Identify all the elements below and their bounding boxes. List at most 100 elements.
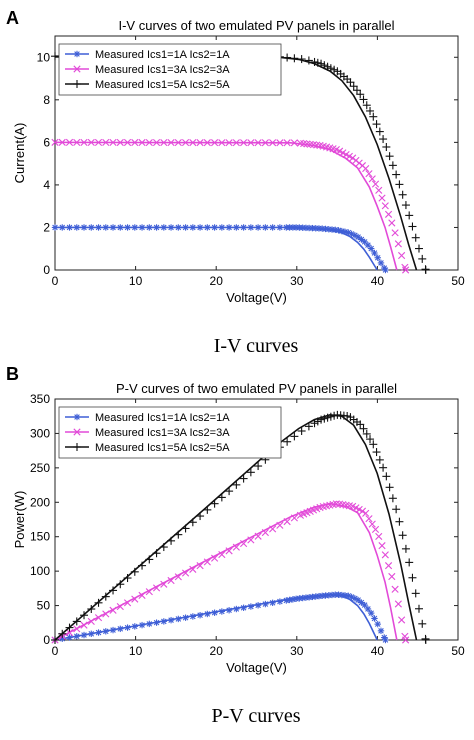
legend-label: Measured Ics1=3A Ics2=3A [95,64,230,76]
data-point [366,435,375,444]
data-point [138,224,146,231]
data-point [402,636,410,644]
data-point [365,170,373,178]
data-point [405,558,414,567]
series-line-1 [55,226,378,271]
data-point [323,62,332,71]
data-point [88,224,95,231]
data-point [366,106,375,115]
legend-box [58,406,282,459]
data-point [109,586,118,595]
data-point [330,65,339,74]
data-point [304,56,313,65]
data-point [310,419,319,428]
data-point [418,254,427,263]
data-point [189,224,197,231]
data-point [95,629,102,636]
data-point [138,561,147,570]
data-point [371,615,378,622]
data-point [372,120,381,129]
data-point [182,614,189,621]
legend-box [58,43,282,96]
data-point [408,573,417,582]
caption-iv: I-V curves [214,335,299,357]
data-point [362,509,370,517]
data-point [240,604,247,611]
data-point [109,606,117,614]
data-point [320,414,329,423]
data-point [146,620,153,628]
y-tick-label: 350 [30,392,50,406]
data-point [356,420,365,429]
data-point [394,600,402,608]
data-point [269,599,276,607]
data-point [167,536,176,545]
data-point [73,138,81,146]
data-point [388,572,396,581]
data-point [109,138,117,147]
series-line-2 [54,141,398,271]
data-point [218,139,226,147]
data-point [225,547,233,555]
data-point [123,599,132,607]
legend-label: Measured Ics1=3A Ics2=3A [95,427,230,439]
iv-chart: I-V curves of two emulated PV panels in … [12,18,465,305]
data-point [51,138,59,146]
data-point [276,224,284,231]
data-point [131,138,139,147]
y-tick-label: 250 [30,461,50,475]
data-point [217,493,226,502]
legend: Measured Ics1=1A Ics2=1A Measured Ics1=3A… [58,43,282,96]
data-point [72,617,81,626]
data-point [290,139,298,147]
data-point [80,611,89,620]
data-point [378,542,386,550]
data-point [395,180,404,189]
data-point [109,224,117,231]
data-point [160,580,168,588]
legend-marker [73,80,81,88]
data-point [233,224,240,231]
x-tick-label: 40 [371,274,385,288]
data-point [51,52,59,61]
data-point [204,610,211,618]
data-point [174,573,182,581]
data-point [382,636,389,644]
pv-chart: P-V curves of two emulated PV panels in … [12,381,465,675]
data-point [152,549,161,558]
data-point [356,90,365,99]
data-point [364,605,372,613]
data-point [317,59,326,68]
data-point [290,514,298,522]
data-point [323,413,332,422]
data-point [310,57,319,66]
data-point [233,605,240,613]
data-point [66,224,73,231]
data-point [145,588,153,596]
data-point [414,244,423,253]
data-point [359,424,368,433]
data-point [196,139,204,147]
y-tick-label: 8 [43,93,50,107]
data-point [349,82,358,91]
data-point [384,562,393,570]
x-tick-label: 30 [290,274,304,288]
data-point [175,615,182,623]
data-point [246,468,255,477]
data-point [375,532,383,541]
data-point [240,224,247,231]
data-point [123,574,132,583]
data-point [88,630,95,638]
data-point [204,224,211,231]
data-point [123,138,132,147]
data-point [377,627,385,635]
data-point [411,589,420,598]
x-tick-label: 20 [210,644,224,658]
data-point [152,138,161,147]
data-point [247,536,255,544]
data-point [392,505,401,514]
data-point [384,210,393,218]
data-point [414,604,423,613]
legend-label: Measured Ics1=1A Ics2=1A [95,412,230,424]
data-point [343,411,352,420]
